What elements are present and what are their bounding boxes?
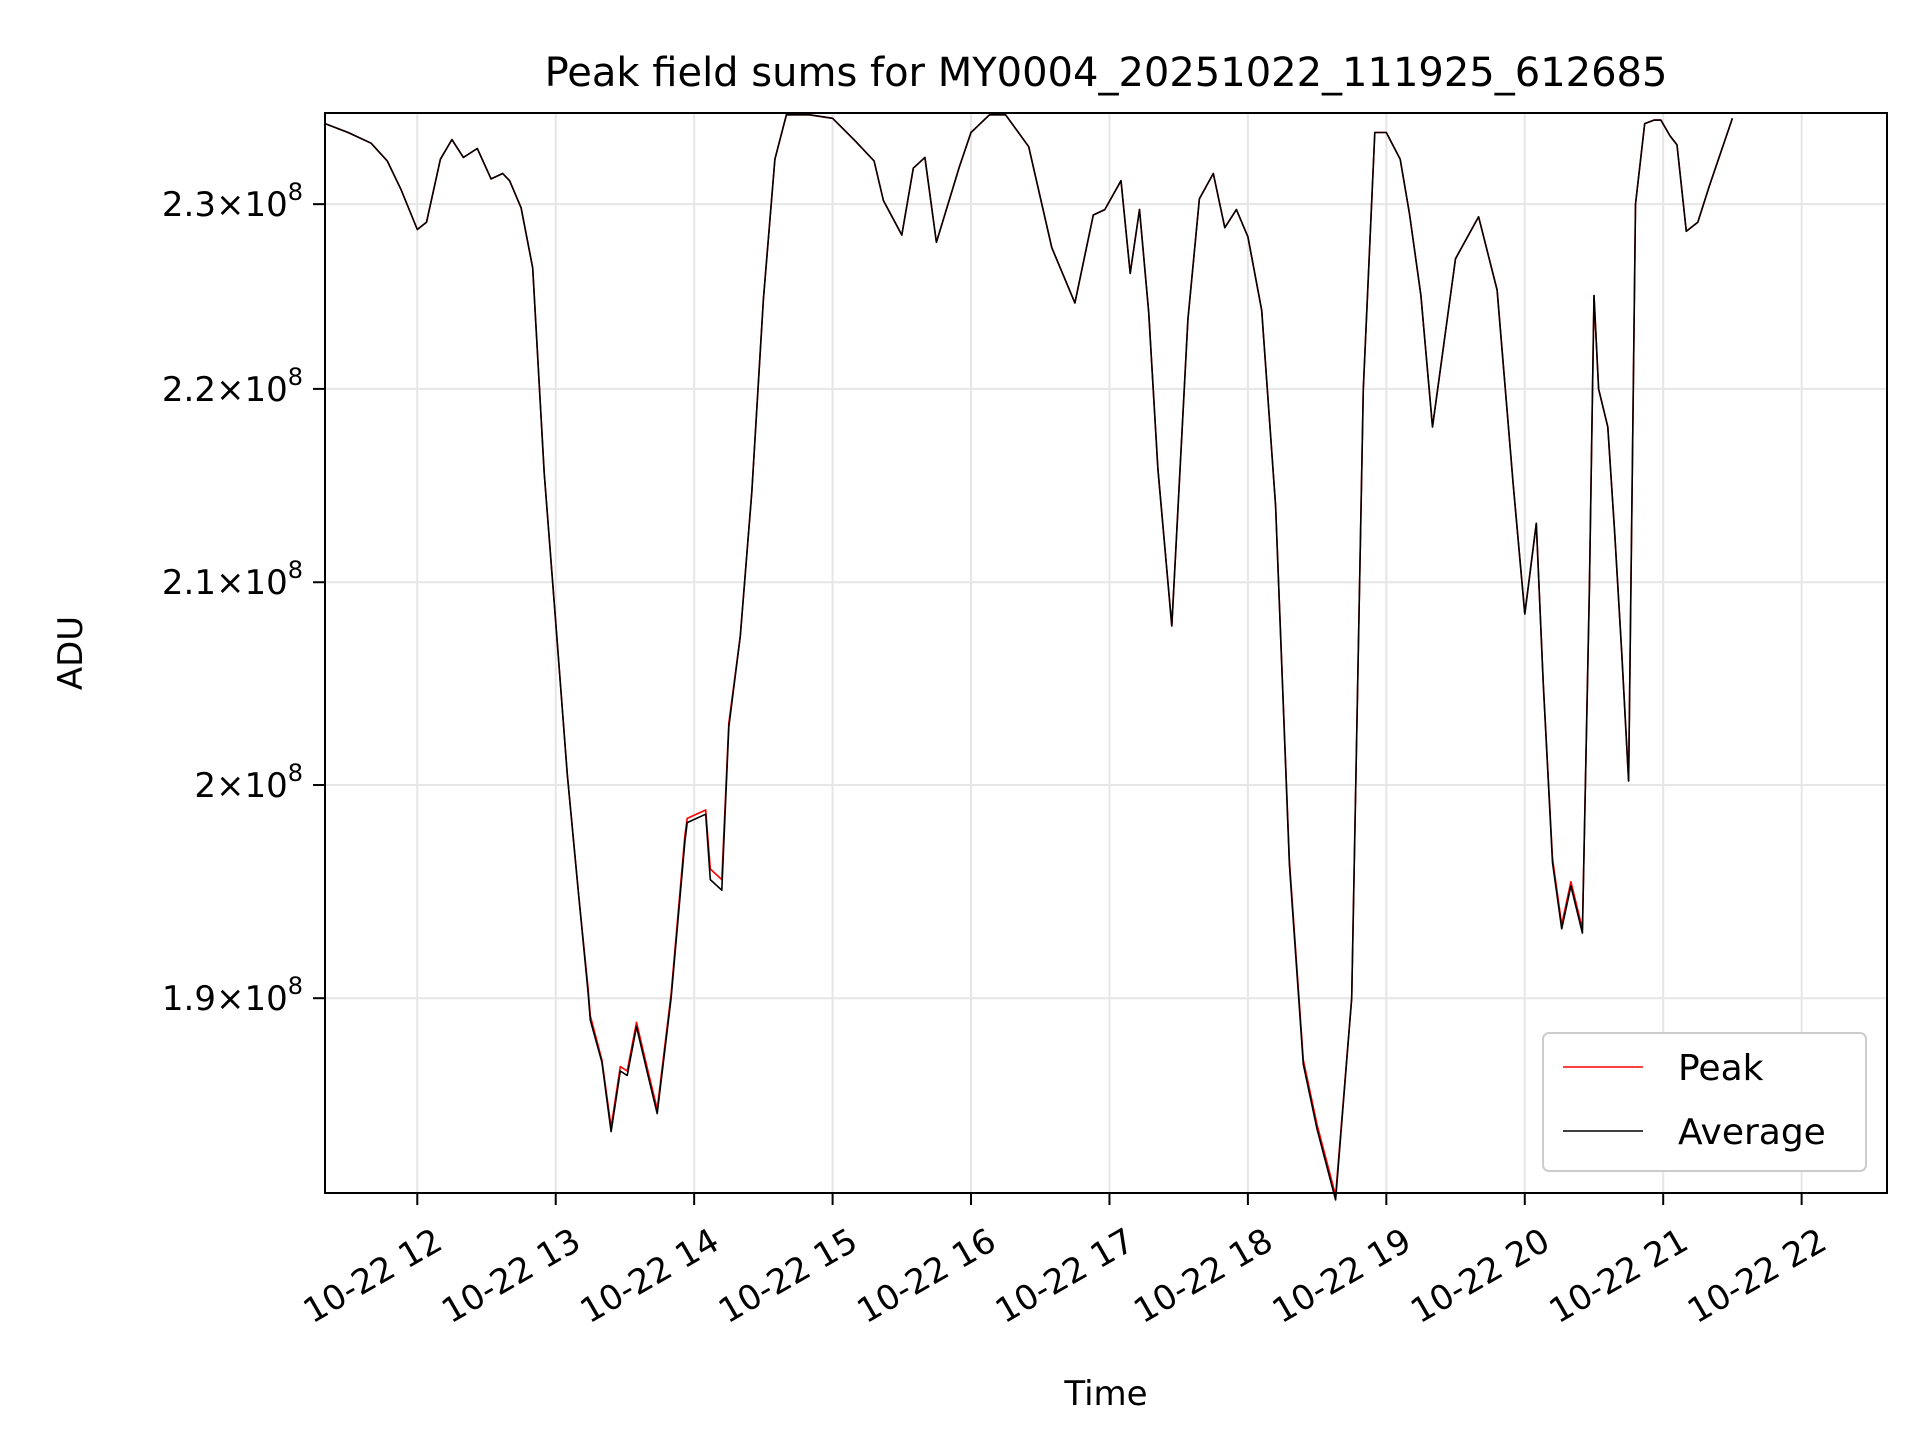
series-lines xyxy=(324,114,1734,1201)
y-tick-label: 2.2×108 xyxy=(162,363,303,410)
y-tick-label: 2×108 xyxy=(194,759,303,806)
y-tick-label: 2.1×108 xyxy=(162,556,303,603)
series-line-average xyxy=(324,114,1734,1201)
y-axis-label: ADU xyxy=(51,616,91,690)
y-tick-label: 2.3×108 xyxy=(162,178,303,225)
legend: Peak Average xyxy=(1542,1032,1867,1172)
legend-label-average: Average xyxy=(1678,1112,1826,1153)
y-tick-label: 1.9×108 xyxy=(162,972,303,1019)
y-axis: 1.9×108 2×108 2.1×108 2.2×108 2.3×108 xyxy=(162,178,325,1019)
grid xyxy=(325,113,1887,1193)
plot-frame xyxy=(324,112,1888,1194)
legend-label-peak: Peak xyxy=(1678,1048,1764,1089)
x-axis-label: Time xyxy=(1063,1374,1147,1414)
chart-title: Peak field sums for MY0004_20251022_1119… xyxy=(545,50,1668,96)
